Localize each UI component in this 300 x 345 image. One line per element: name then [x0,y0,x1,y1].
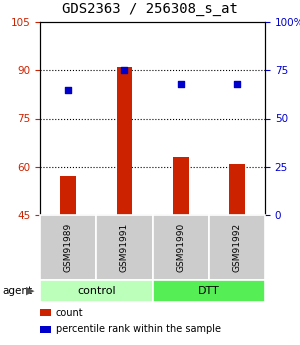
Text: percentile rank within the sample: percentile rank within the sample [56,324,221,334]
Bar [229,164,245,215]
Bar [152,280,265,302]
Point [178,81,183,87]
Point [122,68,127,73]
Bar [116,67,132,215]
Text: agent: agent [2,286,32,296]
Text: DTT: DTT [198,286,220,296]
Text: ▶: ▶ [26,286,34,296]
Bar [152,215,209,280]
Bar [40,280,152,302]
Bar [96,215,152,280]
Point [66,87,70,92]
Text: control: control [77,286,116,296]
Text: GSM91992: GSM91992 [232,223,242,272]
Text: GSM91991: GSM91991 [120,223,129,272]
Bar [173,157,188,215]
Text: GDS2363 / 256308_s_at: GDS2363 / 256308_s_at [62,2,238,16]
Bar [60,176,76,215]
Text: GSM91989: GSM91989 [64,223,73,272]
Text: count: count [56,308,83,318]
Bar [209,215,265,280]
Point [235,81,239,87]
Bar [40,215,96,280]
Text: GSM91990: GSM91990 [176,223,185,272]
